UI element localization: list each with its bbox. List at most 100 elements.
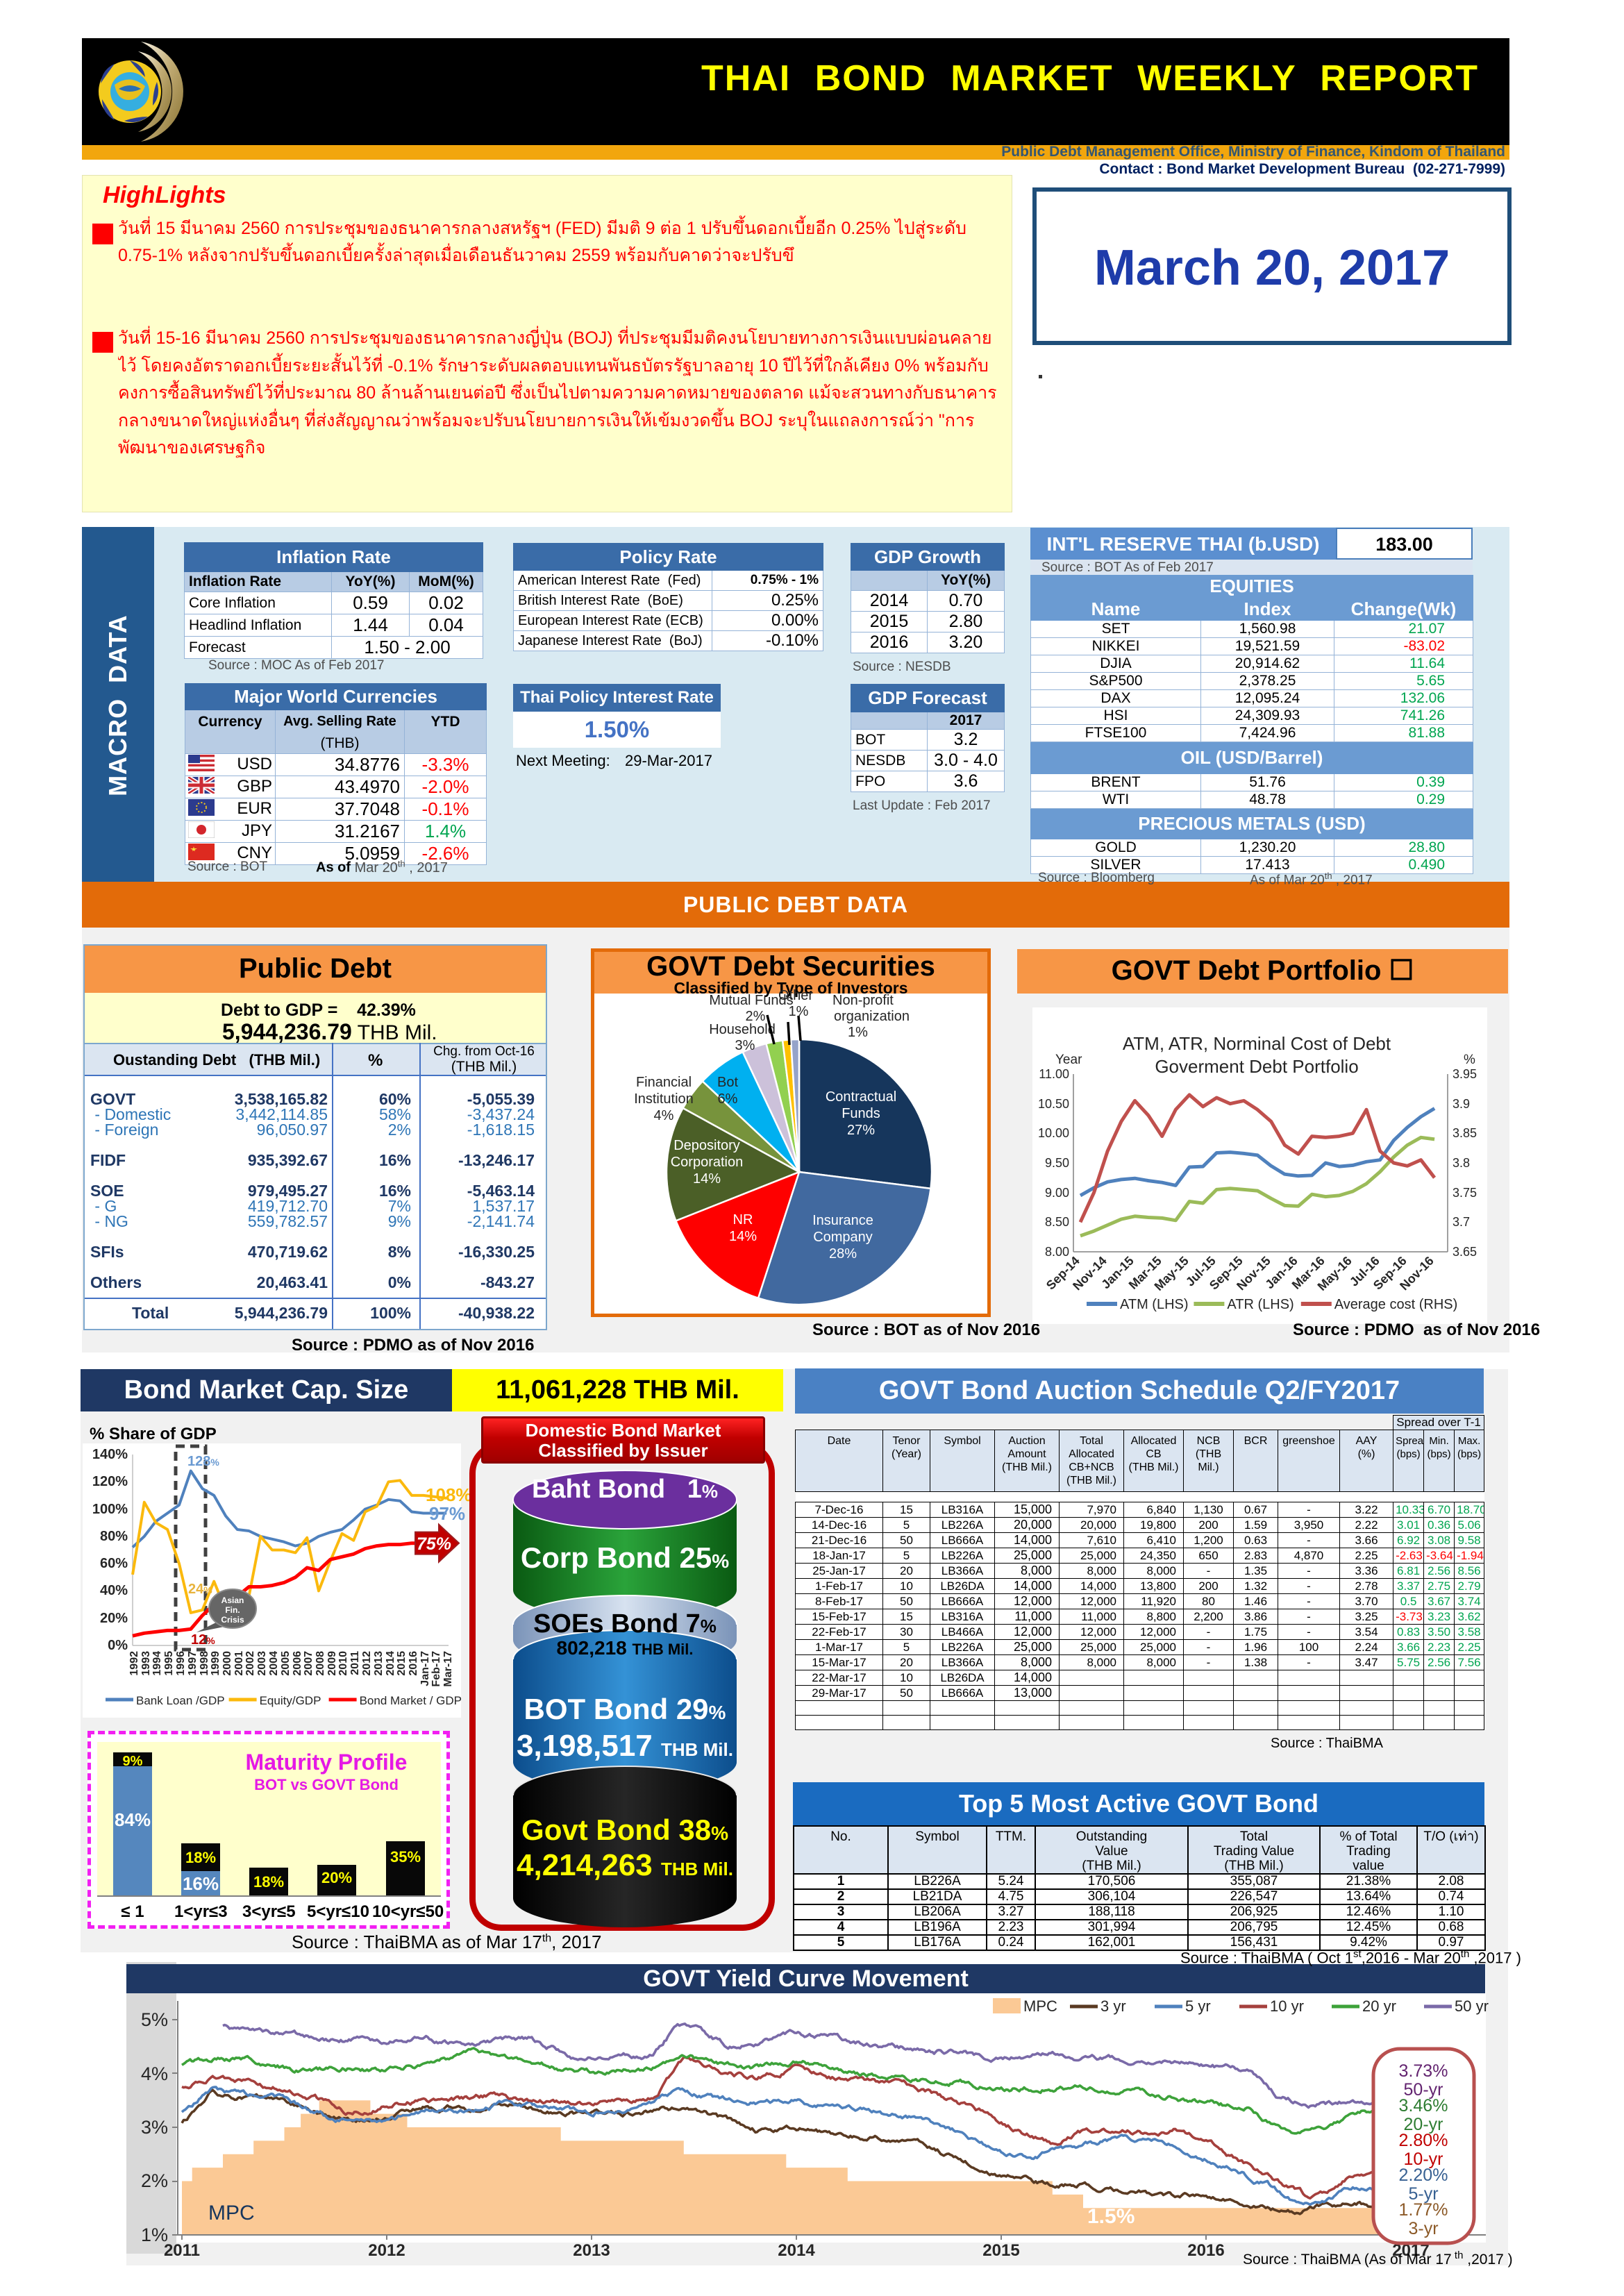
svg-text:1%: 1% xyxy=(789,1004,809,1019)
svg-text:2001: 2001 xyxy=(233,1651,245,1676)
svg-text:2015: 2015 xyxy=(396,1651,408,1676)
svg-text:2016: 2016 xyxy=(408,1651,419,1676)
svg-text:4%: 4% xyxy=(141,2063,168,2084)
svg-text:MPC: MPC xyxy=(1023,1997,1057,2015)
svg-text:14%: 14% xyxy=(693,1171,721,1187)
svg-text:Goverment Debt Portfolio: Goverment Debt Portfolio xyxy=(1155,1056,1358,1077)
svg-text:ATR (LHS): ATR (LHS) xyxy=(1227,1297,1294,1312)
svg-text:MPC: MPC xyxy=(208,2202,255,2224)
svg-text:1995: 1995 xyxy=(163,1651,175,1676)
svg-text:3.75: 3.75 xyxy=(1453,1186,1477,1200)
svg-text:3%: 3% xyxy=(141,2117,168,2138)
svg-text:2004: 2004 xyxy=(268,1651,280,1676)
svg-text:3.7: 3.7 xyxy=(1453,1215,1470,1229)
svg-text:9.00: 9.00 xyxy=(1045,1186,1069,1200)
svg-text:Average cost (RHS): Average cost (RHS) xyxy=(1334,1297,1457,1312)
svg-text:2%: 2% xyxy=(141,2170,168,2191)
svg-text:2014: 2014 xyxy=(385,1651,396,1676)
svg-text:Bond Market / GDP: Bond Market / GDP xyxy=(360,1694,462,1707)
svg-text:Company: Company xyxy=(813,1230,873,1245)
svg-text:128%: 128% xyxy=(187,1454,219,1469)
svg-text:14%: 14% xyxy=(729,1229,757,1244)
svg-text:organization: organization xyxy=(834,1009,910,1024)
svg-text:Mutual Funds: Mutual Funds xyxy=(709,993,793,1008)
svg-text:4%: 4% xyxy=(654,1108,674,1123)
svg-text:3%: 3% xyxy=(735,1038,755,1053)
svg-text:3.65: 3.65 xyxy=(1453,1245,1477,1259)
svg-text:12%: 12% xyxy=(191,1632,215,1648)
svg-text:140%: 140% xyxy=(92,1447,128,1462)
svg-text:Other: Other xyxy=(778,989,813,1003)
svg-text:Institution: Institution xyxy=(634,1091,694,1107)
svg-text:2016: 2016 xyxy=(1187,2241,1224,2260)
svg-text:Depository: Depository xyxy=(673,1138,740,1153)
svg-text:5%: 5% xyxy=(141,2009,168,2030)
svg-text:2009: 2009 xyxy=(326,1651,338,1676)
svg-text:Jan-17: Jan-17 xyxy=(419,1651,431,1686)
svg-text:1998: 1998 xyxy=(199,1651,210,1676)
svg-text:3.95: 3.95 xyxy=(1453,1067,1477,1081)
svg-text:8.00: 8.00 xyxy=(1045,1245,1069,1259)
svg-text:Non-profit: Non-profit xyxy=(832,993,894,1008)
svg-text:2000: 2000 xyxy=(221,1651,233,1676)
svg-text:5 yr: 5 yr xyxy=(1185,1997,1211,2015)
svg-text:Bank Loan /GDP: Bank Loan /GDP xyxy=(136,1694,225,1707)
svg-text:2013: 2013 xyxy=(373,1651,385,1676)
svg-text:10 yr: 10 yr xyxy=(1270,1997,1304,2015)
svg-text:28%: 28% xyxy=(829,1246,857,1262)
svg-text:2007: 2007 xyxy=(303,1651,315,1676)
svg-text:2.80%: 2.80% xyxy=(1399,2131,1448,2150)
svg-text:2008: 2008 xyxy=(315,1651,326,1676)
svg-text:Year: Year xyxy=(1055,1053,1082,1067)
svg-text:1%: 1% xyxy=(848,1025,868,1040)
svg-text:1999: 1999 xyxy=(210,1651,221,1676)
svg-text:Contractual: Contractual xyxy=(826,1089,896,1105)
svg-text:NR: NR xyxy=(733,1212,753,1227)
svg-text:2013: 2013 xyxy=(573,2241,610,2260)
svg-text:Crisis: Crisis xyxy=(221,1615,244,1625)
svg-text:2012: 2012 xyxy=(361,1651,373,1676)
svg-text:3-yr: 3-yr xyxy=(1408,2219,1438,2238)
svg-text:100%: 100% xyxy=(92,1502,128,1517)
svg-text:2011: 2011 xyxy=(164,2241,200,2260)
svg-text:3.85: 3.85 xyxy=(1453,1126,1477,1140)
svg-text:ATM (LHS): ATM (LHS) xyxy=(1120,1297,1189,1312)
svg-text:3.8: 3.8 xyxy=(1453,1156,1470,1170)
svg-text:9.50: 9.50 xyxy=(1045,1156,1069,1170)
svg-text:2%: 2% xyxy=(746,1009,766,1024)
svg-text:11.00: 11.00 xyxy=(1039,1067,1069,1081)
svg-text:Funds: Funds xyxy=(842,1106,880,1121)
svg-text:2010: 2010 xyxy=(337,1651,349,1676)
svg-text:1992: 1992 xyxy=(128,1651,140,1676)
svg-text:2.20%: 2.20% xyxy=(1399,2165,1448,2185)
svg-text:10.50: 10.50 xyxy=(1038,1097,1069,1111)
svg-text:5-yr: 5-yr xyxy=(1408,2184,1438,2204)
svg-text:Feb-17: Feb-17 xyxy=(430,1651,442,1687)
svg-text:0%: 0% xyxy=(108,1638,128,1653)
svg-text:6%: 6% xyxy=(718,1091,738,1107)
svg-text:3.46%: 3.46% xyxy=(1399,2096,1448,2115)
svg-text:24%: 24% xyxy=(188,1582,212,1597)
svg-text:3 yr: 3 yr xyxy=(1100,1997,1126,2015)
svg-text:3.9: 3.9 xyxy=(1453,1097,1470,1111)
svg-text:97%: 97% xyxy=(429,1503,465,1524)
svg-text:50-yr: 50-yr xyxy=(1404,2080,1443,2100)
svg-text:1.77%: 1.77% xyxy=(1399,2200,1448,2220)
svg-text:2012: 2012 xyxy=(368,2241,405,2260)
svg-text:108%: 108% xyxy=(426,1484,472,1505)
svg-text:Bot: Bot xyxy=(717,1075,738,1090)
svg-text:60%: 60% xyxy=(100,1556,128,1571)
svg-text:1%: 1% xyxy=(141,2224,168,2245)
svg-text:1996: 1996 xyxy=(175,1651,187,1676)
svg-text:Mar-17: Mar-17 xyxy=(442,1651,454,1687)
svg-text:%: % xyxy=(1464,1053,1475,1067)
svg-text:1997: 1997 xyxy=(187,1651,199,1676)
svg-text:Fin.: Fin. xyxy=(225,1605,240,1615)
svg-text:80%: 80% xyxy=(100,1529,128,1544)
svg-text:20%: 20% xyxy=(100,1611,128,1626)
svg-text:75%: 75% xyxy=(417,1534,451,1554)
svg-text:2003: 2003 xyxy=(256,1651,268,1676)
svg-text:27%: 27% xyxy=(847,1123,875,1138)
svg-text:3.73%: 3.73% xyxy=(1399,2061,1448,2081)
svg-text:2015: 2015 xyxy=(982,2241,1019,2260)
